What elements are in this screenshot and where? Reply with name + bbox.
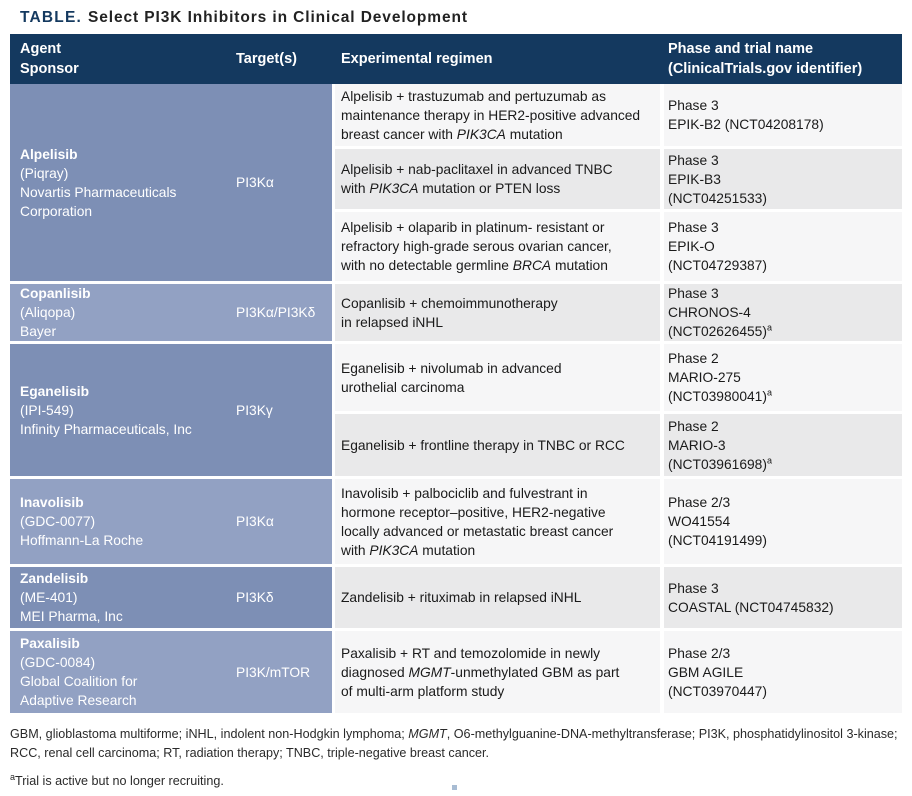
target-cell: PI3Kα <box>232 479 332 567</box>
phase-cell: Phase 3 EPIK-O (NCT04729387) <box>660 212 902 281</box>
target-cell: PI3K/mTOR <box>232 631 332 716</box>
agent-cell: Eganelisib (IPI-549) Infinity Pharmaceuti… <box>10 344 232 479</box>
agent-name: Eganelisib <box>20 383 90 399</box>
regimen-cell: Paxalisib + RT and temozolomide in newly… <box>332 631 660 713</box>
footnote-a: aTrial is active but no longer recruitin… <box>10 771 224 788</box>
table-row-group-alpelisib: Alpelisib (Piqray) Novartis Pharmaceutica… <box>10 84 902 284</box>
agent-name: Inavolisib <box>20 495 84 510</box>
agent-details: (Aliqopa) Bayer <box>20 305 76 339</box>
phase-cell: Phase 3 EPIK-B2 (NCT04208178) <box>660 84 902 146</box>
phase-cell: Phase 3 EPIK-B3 (NCT04251533) <box>660 149 902 209</box>
agent-name: Paxalisib <box>20 636 80 651</box>
regimen-cell: Alpelisib + nab-paclitaxel in advanced T… <box>332 149 660 209</box>
table-row: Zandelisib + rituximab in relapsed iNHL … <box>332 567 902 631</box>
table-row-group-copanlisib: Copanlisib (Aliqopa) Bayer PI3Kα/PI3Kδ Co… <box>10 284 902 344</box>
column-header-phase-trial-name: Phase and trial name (ClinicalTrials.gov … <box>668 41 863 77</box>
regimen-cell: Eganelisib + frontline therapy in TNBC o… <box>332 414 660 476</box>
phase-cell: Phase 2/3 GBM AGILE (NCT03970447) <box>660 631 902 713</box>
agent-cell: Alpelisib (Piqray) Novartis Pharmaceutica… <box>10 84 232 284</box>
agent-details: (ME-401) MEI Pharma, Inc <box>20 590 123 624</box>
agent-name: Copanlisib <box>20 286 91 301</box>
table-row: Copanlisib + chemoimmunotherapy in relaps… <box>332 284 902 344</box>
phase-cell: Phase 3 CHRONOS-4 (NCT02626455)a <box>660 284 902 341</box>
table-title-text: Select PI3K Inhibitors in Clinical Devel… <box>88 9 468 26</box>
table-footer: GBM, glioblastoma multiforme; iNHL, indo… <box>10 725 902 791</box>
phase-cell: Phase 3 COASTAL (NCT04745832) <box>660 567 902 628</box>
abbreviations-text: GBM, glioblastoma multiforme; iNHL, indo… <box>10 727 898 760</box>
regimen-cell: Eganelisib + nivolumab in advanced urothe… <box>332 344 660 411</box>
table-row-group-eganelisib: Eganelisib (IPI-549) Infinity Pharmaceuti… <box>10 344 902 479</box>
agent-name: Alpelisib <box>20 146 78 162</box>
agent-name: Zandelisib <box>20 571 89 586</box>
agent-details: (GDC-0077) Hoffmann-La Roche <box>20 514 144 548</box>
target-cell: PI3Kα/PI3Kδ <box>232 284 332 344</box>
table-row: Paxalisib + RT and temozolomide in newly… <box>332 631 902 716</box>
page-indicator-mark <box>452 785 457 790</box>
pi3k-inhibitors-table: Agent Sponsor Target(s) Experimental regi… <box>10 34 902 716</box>
agent-details: (IPI-549) Infinity Pharmaceuticals, Inc <box>20 402 192 437</box>
target-cell: PI3Kα <box>232 84 332 284</box>
regimen-cell: Alpelisib + trastuzumab and pertuzumab a… <box>332 84 660 146</box>
regimen-cell: Inavolisib + palbociclib and fulvestrant… <box>332 479 660 564</box>
target-cell: PI3Kδ <box>232 567 332 631</box>
table-row: Alpelisib + nab-paclitaxel in advanced T… <box>332 149 902 212</box>
agent-cell: Paxalisib (GDC-0084) Global Coalition for… <box>10 631 232 716</box>
target-cell: PI3Kγ <box>232 344 332 479</box>
table-row-group-zandelisib: Zandelisib (ME-401) MEI Pharma, Inc PI3Kδ… <box>10 567 902 631</box>
table-row: Alpelisib + trastuzumab and pertuzumab a… <box>332 84 902 149</box>
column-header-experimental-regimen: Experimental regimen <box>341 51 493 67</box>
table-row-group-inavolisib: Inavolisib (GDC-0077) Hoffmann-La Roche P… <box>10 479 902 567</box>
regimen-cell: Alpelisib + olaparib in platinum- resist… <box>332 212 660 281</box>
agent-cell: Copanlisib (Aliqopa) Bayer <box>10 284 232 344</box>
column-header-targets: Target(s) <box>236 51 297 67</box>
table-row: Eganelisib + frontline therapy in TNBC o… <box>332 414 902 479</box>
table-row: Alpelisib + olaparib in platinum- resist… <box>332 212 902 284</box>
table-row: Eganelisib + nivolumab in advanced urothe… <box>332 344 902 414</box>
agent-details: (Piqray) Novartis Pharmaceuticals Corporat… <box>20 165 177 219</box>
table-row-group-paxalisib: Paxalisib (GDC-0084) Global Coalition for… <box>10 631 902 716</box>
table-row: Inavolisib + palbociclib and fulvestrant… <box>332 479 902 567</box>
regimen-cell: Copanlisib + chemoimmunotherapy in relaps… <box>332 284 660 341</box>
table-header-row: Agent Sponsor Target(s) Experimental regi… <box>10 34 902 84</box>
agent-cell: Inavolisib (GDC-0077) Hoffmann-La Roche <box>10 479 232 567</box>
table-label: TABLE. <box>20 9 83 26</box>
column-header-agent-sponsor: Agent Sponsor <box>20 41 79 77</box>
agent-details: (GDC-0084) Global Coalition for Adaptive R… <box>20 655 138 708</box>
phase-cell: Phase 2 MARIO-3 (NCT03961698)a <box>660 414 902 476</box>
phase-cell: Phase 2 MARIO-275 (NCT03980041)a <box>660 344 902 411</box>
regimen-cell: Zandelisib + rituximab in relapsed iNHL <box>332 567 660 628</box>
agent-cell: Zandelisib (ME-401) MEI Pharma, Inc <box>10 567 232 631</box>
page-title: TABLE. Select PI3K Inhibitors in Clinical… <box>20 9 468 27</box>
phase-cell: Phase 2/3 WO41554 (NCT04191499) <box>660 479 902 564</box>
